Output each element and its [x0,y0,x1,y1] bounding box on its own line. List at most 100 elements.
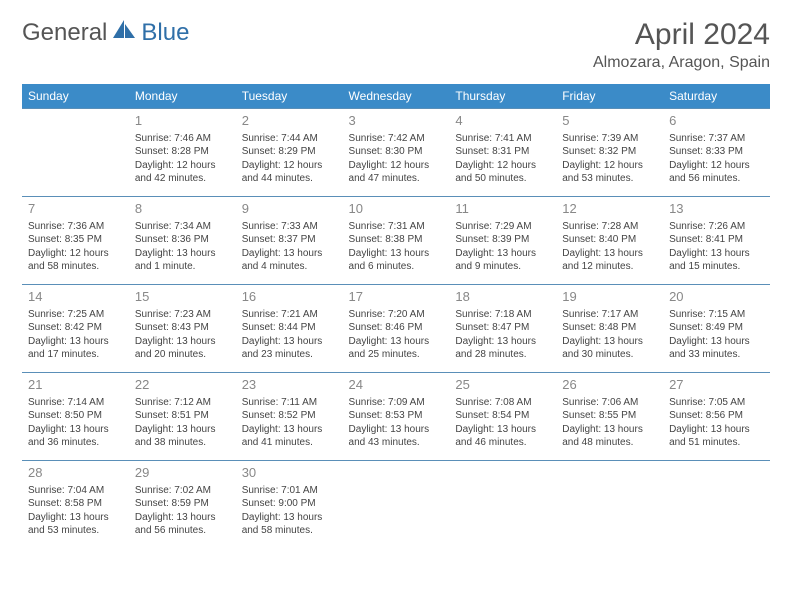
logo-text-2: Blue [141,19,189,47]
calendar-cell: 15Sunrise: 7:23 AMSunset: 8:43 PMDayligh… [129,285,236,373]
cell-daylight2: and 23 minutes. [242,348,337,362]
cell-sunset: Sunset: 8:55 PM [562,409,657,423]
calendar-cell: 26Sunrise: 7:06 AMSunset: 8:55 PMDayligh… [556,373,663,461]
calendar-row: 1Sunrise: 7:46 AMSunset: 8:28 PMDaylight… [22,109,770,197]
page-header: General Blue April 2024 Almozara, Aragon… [22,18,770,72]
cell-sunrise: Sunrise: 7:04 AM [28,484,123,498]
cell-daylight1: Daylight: 12 hours [669,159,764,173]
day-header: Monday [129,84,236,109]
cell-sunset: Sunset: 8:28 PM [135,145,230,159]
cell-sunrise: Sunrise: 7:31 AM [349,220,444,234]
cell-daylight1: Daylight: 12 hours [242,159,337,173]
calendar-cell: 16Sunrise: 7:21 AMSunset: 8:44 PMDayligh… [236,285,343,373]
cell-daylight1: Daylight: 13 hours [135,247,230,261]
cell-daylight1: Daylight: 13 hours [455,423,550,437]
cell-daylight2: and 56 minutes. [669,172,764,186]
calendar-cell: 20Sunrise: 7:15 AMSunset: 8:49 PMDayligh… [663,285,770,373]
cell-sunset: Sunset: 9:00 PM [242,497,337,511]
calendar-cell: 28Sunrise: 7:04 AMSunset: 8:58 PMDayligh… [22,461,129,549]
logo: General Blue [22,18,189,47]
day-number: 6 [669,112,764,130]
day-number: 22 [135,376,230,394]
day-header: Tuesday [236,84,343,109]
calendar-cell: 24Sunrise: 7:09 AMSunset: 8:53 PMDayligh… [343,373,450,461]
cell-sunrise: Sunrise: 7:26 AM [669,220,764,234]
calendar-cell [556,461,663,549]
sail-icon [111,18,137,47]
cell-sunrise: Sunrise: 7:05 AM [669,396,764,410]
calendar-cell [343,461,450,549]
calendar-cell: 17Sunrise: 7:20 AMSunset: 8:46 PMDayligh… [343,285,450,373]
cell-sunset: Sunset: 8:33 PM [669,145,764,159]
cell-sunset: Sunset: 8:43 PM [135,321,230,335]
cell-daylight2: and 4 minutes. [242,260,337,274]
day-number: 15 [135,288,230,306]
cell-daylight1: Daylight: 13 hours [455,335,550,349]
day-header: Sunday [22,84,129,109]
cell-daylight1: Daylight: 13 hours [242,247,337,261]
day-number: 29 [135,464,230,482]
cell-sunrise: Sunrise: 7:36 AM [28,220,123,234]
cell-sunset: Sunset: 8:46 PM [349,321,444,335]
cell-daylight1: Daylight: 13 hours [28,511,123,525]
cell-daylight2: and 43 minutes. [349,436,444,450]
cell-sunrise: Sunrise: 7:25 AM [28,308,123,322]
cell-daylight2: and 15 minutes. [669,260,764,274]
cell-sunset: Sunset: 8:42 PM [28,321,123,335]
day-number: 27 [669,376,764,394]
cell-daylight1: Daylight: 13 hours [135,511,230,525]
day-header: Saturday [663,84,770,109]
cell-sunset: Sunset: 8:30 PM [349,145,444,159]
day-number: 13 [669,200,764,218]
cell-daylight1: Daylight: 13 hours [562,423,657,437]
day-number: 10 [349,200,444,218]
day-number: 14 [28,288,123,306]
cell-daylight1: Daylight: 13 hours [135,335,230,349]
cell-sunset: Sunset: 8:32 PM [562,145,657,159]
calendar-cell: 27Sunrise: 7:05 AMSunset: 8:56 PMDayligh… [663,373,770,461]
calendar-cell: 30Sunrise: 7:01 AMSunset: 9:00 PMDayligh… [236,461,343,549]
cell-sunset: Sunset: 8:44 PM [242,321,337,335]
cell-sunrise: Sunrise: 7:41 AM [455,132,550,146]
day-number: 12 [562,200,657,218]
cell-sunrise: Sunrise: 7:06 AM [562,396,657,410]
calendar-cell [449,461,556,549]
day-number: 25 [455,376,550,394]
cell-sunset: Sunset: 8:40 PM [562,233,657,247]
day-number: 11 [455,200,550,218]
title-block: April 2024 Almozara, Aragon, Spain [593,18,770,72]
day-number: 9 [242,200,337,218]
day-number: 21 [28,376,123,394]
cell-sunset: Sunset: 8:59 PM [135,497,230,511]
day-number: 19 [562,288,657,306]
calendar-cell: 21Sunrise: 7:14 AMSunset: 8:50 PMDayligh… [22,373,129,461]
cell-daylight2: and 6 minutes. [349,260,444,274]
cell-sunrise: Sunrise: 7:29 AM [455,220,550,234]
cell-daylight2: and 53 minutes. [562,172,657,186]
calendar-cell: 22Sunrise: 7:12 AMSunset: 8:51 PMDayligh… [129,373,236,461]
calendar-row: 14Sunrise: 7:25 AMSunset: 8:42 PMDayligh… [22,285,770,373]
cell-sunrise: Sunrise: 7:01 AM [242,484,337,498]
cell-sunrise: Sunrise: 7:42 AM [349,132,444,146]
calendar-cell: 7Sunrise: 7:36 AMSunset: 8:35 PMDaylight… [22,197,129,285]
day-number: 20 [669,288,764,306]
calendar-cell: 23Sunrise: 7:11 AMSunset: 8:52 PMDayligh… [236,373,343,461]
cell-daylight1: Daylight: 13 hours [28,335,123,349]
cell-sunset: Sunset: 8:52 PM [242,409,337,423]
cell-sunrise: Sunrise: 7:46 AM [135,132,230,146]
calendar-cell: 10Sunrise: 7:31 AMSunset: 8:38 PMDayligh… [343,197,450,285]
calendar-body: 1Sunrise: 7:46 AMSunset: 8:28 PMDaylight… [22,109,770,549]
calendar-cell: 4Sunrise: 7:41 AMSunset: 8:31 PMDaylight… [449,109,556,197]
calendar-table: SundayMondayTuesdayWednesdayThursdayFrid… [22,84,770,549]
cell-daylight1: Daylight: 13 hours [242,423,337,437]
cell-daylight1: Daylight: 13 hours [28,423,123,437]
calendar-cell: 1Sunrise: 7:46 AMSunset: 8:28 PMDaylight… [129,109,236,197]
calendar-cell: 5Sunrise: 7:39 AMSunset: 8:32 PMDaylight… [556,109,663,197]
cell-sunset: Sunset: 8:56 PM [669,409,764,423]
cell-sunrise: Sunrise: 7:34 AM [135,220,230,234]
cell-daylight1: Daylight: 13 hours [242,335,337,349]
calendar-row: 28Sunrise: 7:04 AMSunset: 8:58 PMDayligh… [22,461,770,549]
calendar-cell: 18Sunrise: 7:18 AMSunset: 8:47 PMDayligh… [449,285,556,373]
cell-sunrise: Sunrise: 7:18 AM [455,308,550,322]
calendar-cell [663,461,770,549]
